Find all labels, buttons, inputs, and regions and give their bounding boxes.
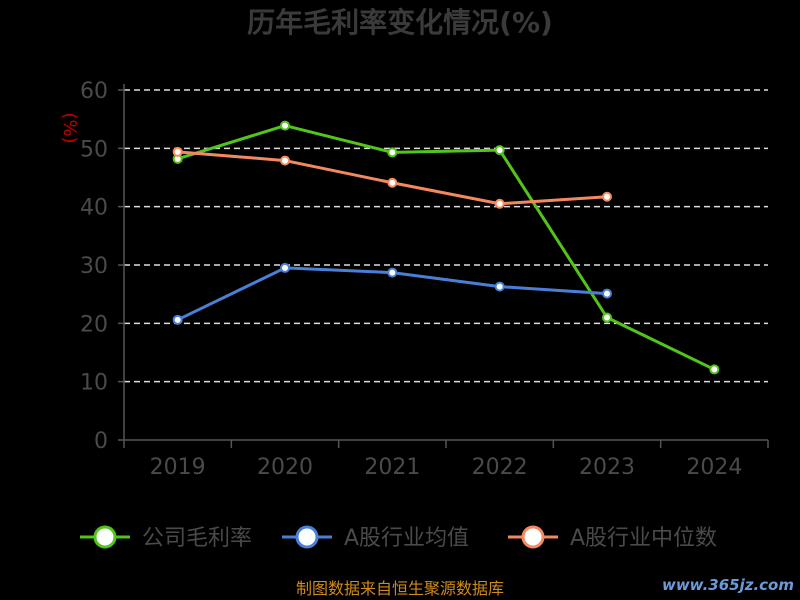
chart-title: 历年毛利率变化情况(%): [247, 6, 553, 39]
y-axis-label: (%): [59, 112, 80, 143]
y-tick-label: 20: [80, 312, 108, 337]
data-point: [172, 146, 183, 157]
legend-item: 公司毛利率: [80, 525, 252, 551]
legend-label: 公司毛利率: [142, 526, 252, 551]
data-point: [280, 120, 290, 131]
data-point: [494, 281, 505, 292]
data-point: [494, 145, 505, 156]
x-tick-label: 2021: [364, 455, 420, 480]
legend-marker: [521, 525, 545, 549]
x-tick-label: 2022: [472, 455, 528, 480]
source-note: 制图数据来自恒生聚源数据库: [296, 579, 504, 598]
series-lines: [177, 124, 715, 371]
data-point: [172, 314, 183, 325]
data-point: [280, 262, 290, 273]
y-tick-label: 50: [80, 137, 108, 162]
data-point: [709, 364, 720, 375]
legend-label: A股行业中位数: [570, 526, 717, 551]
x-tick-label: 2019: [150, 455, 206, 480]
data-point: [494, 198, 505, 209]
legend: 公司毛利率 A股行业均值 A股行业中位数: [80, 525, 717, 551]
data-points: [172, 120, 720, 375]
series-line: [177, 124, 715, 371]
data-point: [387, 177, 398, 188]
data-point: [602, 288, 612, 299]
y-tick-label: 30: [80, 254, 108, 279]
legend-marker: [295, 525, 319, 549]
y-tick-label: 10: [80, 371, 108, 396]
legend-item: A股行业中位数: [508, 525, 717, 551]
data-point: [387, 267, 398, 278]
data-point: [602, 191, 612, 202]
x-tick-label: 2020: [257, 455, 313, 480]
gridlines: [124, 89, 768, 383]
data-point: [280, 155, 290, 166]
watermark: www.365jz.com: [662, 576, 794, 594]
data-point: [602, 312, 612, 323]
legend-marker: [93, 525, 117, 549]
legend-item: A股行业均值: [282, 525, 469, 551]
data-point: [387, 147, 398, 158]
y-tick-label: 40: [80, 196, 108, 221]
axes: 0 10 20 30 40 50 60 2019 2020 2021 2022 2023 2024: [80, 79, 769, 480]
x-tick-label: 2024: [686, 455, 742, 480]
y-tick-label: 60: [80, 79, 108, 104]
legend-label: A股行业均值: [344, 526, 469, 551]
y-tick-label: 0: [94, 429, 108, 454]
x-tick-label: 2023: [579, 455, 635, 480]
